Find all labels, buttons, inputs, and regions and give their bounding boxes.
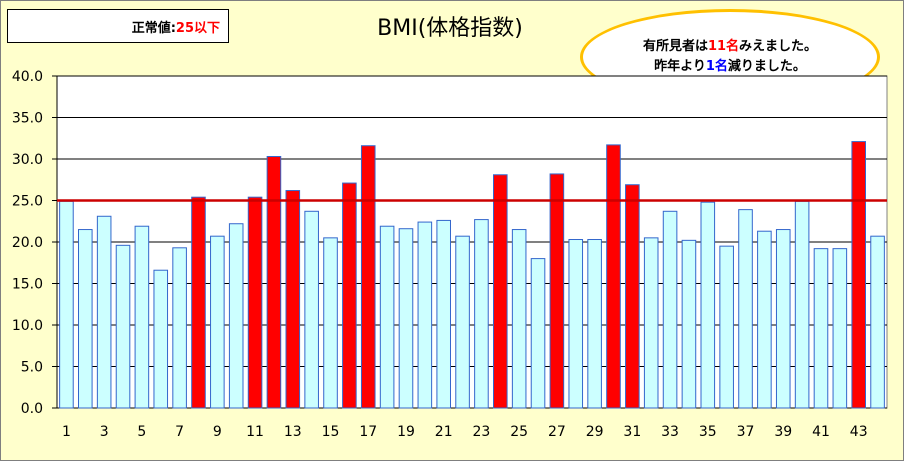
x-tick-label: 31 [623,424,641,440]
y-tick-label: 10.0 [12,318,43,334]
note-line-1-prefix: 有所見者は [642,39,708,54]
normal-value-label: 正常値: [131,20,176,36]
bar [794,200,810,409]
bar [813,248,829,409]
bar-over-threshold [285,190,301,409]
x-tick-label: 23 [473,424,491,440]
bar [700,201,716,409]
bar [417,221,433,409]
bar [78,229,93,409]
bar [228,223,244,409]
y-tick-label: 0.0 [21,401,43,417]
x-tick-label: 33 [661,424,679,440]
bar [323,237,338,409]
bar [757,230,772,409]
bar-over-threshold [360,145,376,409]
x-tick-label: 3 [100,424,109,440]
x-tick-label: 7 [175,424,184,440]
x-tick-label: 21 [435,424,453,440]
bar [474,219,489,409]
bar-over-threshold [851,141,866,409]
x-tick-label: 13 [284,424,302,440]
bar [398,228,414,409]
y-tick-label: 15.0 [12,277,43,293]
y-tick-label: 35.0 [12,111,43,127]
y-tick-label: 25.0 [12,194,43,210]
y-tick-label: 5.0 [21,360,43,376]
bar [587,239,602,409]
x-tick-label: 41 [812,424,830,440]
note-line-2-count: 1名 [705,59,728,74]
x-tick-label: 37 [737,424,755,440]
note-line-1: 有所見者は11名みえました。 [643,37,817,57]
x-tick-label: 39 [774,424,792,440]
chart-title: BMI(体格指数) [377,16,523,41]
bar-over-threshold [266,156,282,409]
bar-over-threshold [342,182,357,409]
x-tick-label: 43 [850,424,868,440]
y-tick-label: 20.0 [12,235,43,251]
x-tick-label: 27 [548,424,566,440]
bar [775,229,791,409]
bar [59,200,74,409]
bar [115,244,131,409]
x-tick-label: 17 [359,424,377,440]
bar [153,269,169,409]
bar [511,229,527,409]
note-line-2-suffix: 減りました。 [727,59,806,74]
bar-over-threshold [493,174,508,409]
x-tick-label: 11 [246,424,264,440]
bar-over-threshold [549,173,565,409]
bar [832,248,848,409]
bar-over-threshold [191,196,206,409]
x-tick-label: 35 [699,424,717,440]
bar-over-threshold [606,144,621,409]
bar [210,235,225,409]
note-line-1-count: 11名 [707,39,740,54]
normal-value-box: 正常値: 25以下 [7,9,229,43]
note-line-2-prefix: 昨年より [654,59,706,74]
bar [304,210,319,409]
bar [662,210,678,409]
bar [681,239,697,409]
bar [134,225,150,409]
x-tick-label: 25 [510,424,528,440]
y-tick-label: 40.0 [12,69,43,85]
bar [96,215,112,409]
bar [738,209,753,409]
x-tick-label: 15 [322,424,340,440]
bar [379,225,395,409]
bar-over-threshold [625,184,640,409]
bar [455,235,470,409]
note-line-1-suffix: みえました。 [739,39,818,54]
y-tick-label: 30.0 [12,152,43,168]
x-tick-label: 29 [586,424,604,440]
normal-value: 25以下 [175,20,220,36]
bar [870,235,885,409]
bar [436,219,451,409]
x-tick-label: 5 [137,424,146,440]
x-tick-label: 9 [213,424,222,440]
bar [643,237,659,409]
bar [530,258,546,409]
note-line-2: 昨年より1名減りました。 [654,57,806,77]
x-tick-label: 19 [397,424,415,440]
bar [719,245,734,409]
bar [172,247,187,409]
x-tick-label: 1 [62,424,71,440]
bar-over-threshold [247,196,263,409]
bar [568,239,584,409]
